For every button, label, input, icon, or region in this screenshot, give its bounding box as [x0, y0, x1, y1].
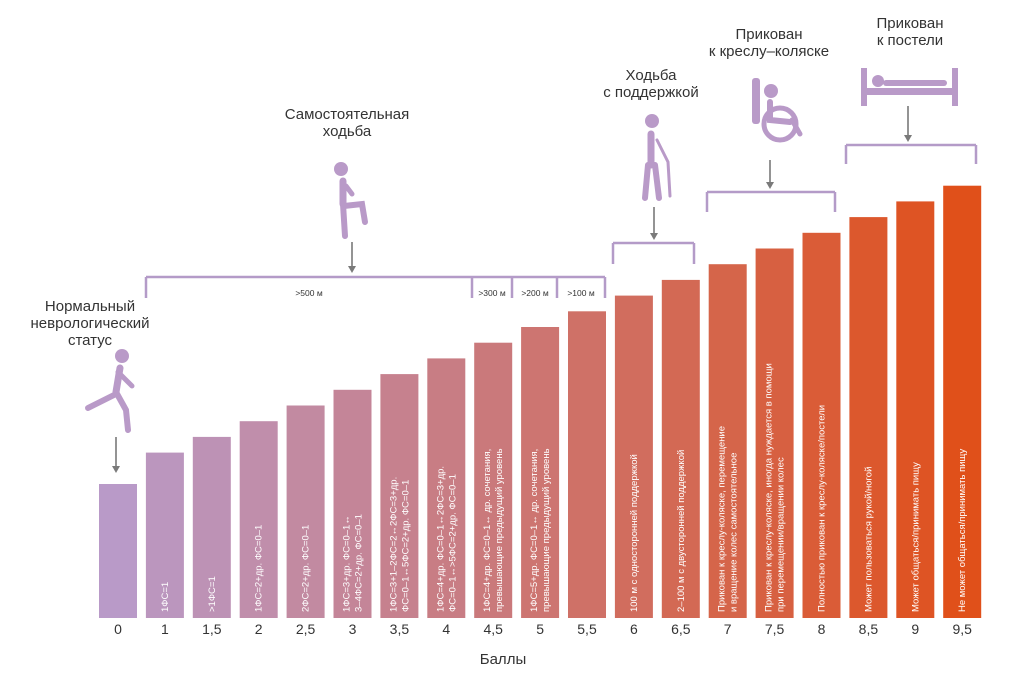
- bar-9: [896, 201, 935, 618]
- x-tick-label: 5: [536, 621, 544, 637]
- arrow-head: [904, 135, 912, 142]
- bar-description-label: 100 м с односторонней поддержкой: [629, 454, 640, 612]
- x-tick-label: 4,5: [483, 621, 503, 637]
- bar-description-label: 1ФС=3+1–2ФС=2↔2ФС=3+др.: [388, 477, 399, 612]
- bar-description-label: Прикован к креслу-коляске, перемещение: [717, 426, 728, 612]
- bar-5: [521, 327, 560, 618]
- bar-description-label: 1ФС=3+др. ФС=0–1↔: [342, 515, 353, 612]
- x-tick-label: 9,5: [952, 621, 972, 637]
- bar-description-label: превышающие предыдущий уровень: [494, 448, 505, 612]
- walking-person-icon: [334, 162, 368, 239]
- x-tick-label: 8,5: [859, 621, 879, 637]
- x-tick-label: 2: [255, 621, 263, 637]
- bar-1: [145, 452, 184, 618]
- x-tick-label: 1: [161, 621, 169, 637]
- x-tick-label: 9: [911, 621, 919, 637]
- bar-7,5: [755, 248, 794, 618]
- bar-description-label: 2ФС=2+др. ФС=0–1: [301, 525, 312, 612]
- bar-4: [427, 358, 466, 618]
- bed-icon: [861, 68, 958, 106]
- annotations-group: Нормальный неврологический статус Самостоят…: [30, 15, 943, 349]
- wheelchair-icon: [752, 78, 803, 143]
- bar-2: [239, 421, 278, 618]
- category-annotation: Нормальный неврологический статус: [30, 298, 149, 349]
- x-tick-label: 3,5: [390, 621, 410, 637]
- bar-8: [802, 232, 841, 619]
- bar-description-label: 3–4ФС=2+др. ФС=0–1: [354, 514, 365, 612]
- category-annotation: Ходьба с поддержкой: [603, 67, 698, 101]
- x-tick-label: 4: [442, 621, 450, 637]
- category-annotation: Прикован к постели: [876, 15, 943, 49]
- x-tick-label: 6,5: [671, 621, 691, 637]
- x-tick-label: 2,5: [296, 621, 316, 637]
- bar-6,5: [661, 279, 700, 618]
- bar-description-label: 1ФС=2+др. ФС=0–1: [254, 525, 265, 612]
- distance-label: >100 м: [567, 288, 595, 298]
- icons-group: [85, 68, 958, 433]
- bar-description-label: 2–100 м с двусторонней поддержкой: [676, 450, 687, 612]
- bar-description-label: 1ФС=4+др. ФС=0–1↔ др. сочетания,: [482, 449, 493, 612]
- x-tick-label: 7: [724, 621, 732, 637]
- distance-label: >500 м: [295, 288, 323, 298]
- arrow-head: [348, 266, 356, 273]
- bar-description-label: ФС=0–1↔5ФС=2+др. ФС=0–1: [400, 480, 411, 612]
- bars-group: [99, 185, 982, 619]
- x-tick-label: 3: [349, 621, 357, 637]
- arrow-head: [766, 182, 774, 189]
- bar-labels-group: 1ФС=1 >1ФС=1 1ФС=2+др. ФС=0–1 2ФС=2+др. ФС=…: [160, 363, 968, 612]
- distance-label: >300 м: [478, 288, 506, 298]
- bar-9,5: [943, 185, 982, 618]
- bar-3,5: [380, 374, 419, 618]
- bar-description-label: 1ФС=1: [160, 582, 171, 612]
- bar-8,5: [849, 217, 888, 618]
- bar-description-label: Прикован к креслу-коляске, иногда нуждае…: [764, 363, 775, 612]
- x-axis-label: Баллы: [480, 651, 526, 668]
- bar-description-label: Может общаться/принимать пищу: [910, 462, 921, 612]
- bar-4,5: [474, 342, 513, 618]
- bar-description-label: и вращение колес самостоятельное: [729, 453, 740, 612]
- x-tick-label: 7,5: [765, 621, 785, 637]
- x-tick-label: 8: [818, 621, 826, 637]
- x-tick-label: 1,5: [202, 621, 222, 637]
- bar-description-label: Может пользоваться рукой/ногой: [863, 467, 874, 612]
- bar-description-label: >1ФС=1: [207, 576, 218, 612]
- bar-6: [614, 295, 653, 618]
- bar-1,5: [192, 436, 231, 618]
- bar-description-label: Не может общаться/принимать пищу: [957, 449, 968, 612]
- bar-description-label: Полностью прикован к креслу-коляске/пост…: [817, 405, 828, 612]
- arrow-head: [112, 466, 120, 473]
- x-ticks-group: 0 1 1,5 2 2,5 3 3,5 4 4,5 5 5,5 6 6,5 7 7,5 8 8,5 9 9,5: [114, 621, 972, 637]
- category-annotation: Прикован к креслу–коляске: [709, 26, 829, 60]
- x-tick-label: 0: [114, 621, 122, 637]
- bar-description-label: превышающие предыдущий уровень: [541, 448, 552, 612]
- bar-description-label: 1ФС=4+др. ФС=0–1↔2ФС=3+др.: [435, 466, 446, 612]
- bar-3: [333, 389, 372, 618]
- bar-5,5: [568, 311, 606, 618]
- brackets-group: >500 м >300 м >200 м >100 м: [112, 106, 978, 473]
- bar-description-label: ФС=0–1↔>5ФС=2+др. ФС=0–1: [447, 474, 458, 612]
- x-tick-label: 5,5: [577, 621, 597, 637]
- bar-0: [99, 484, 137, 618]
- distance-label: >200 м: [521, 288, 549, 298]
- bar-2,5: [286, 405, 325, 618]
- person-with-cane-icon: [642, 114, 672, 201]
- bar-description-label: 1ФС=5+др. ФС=0–1↔ др. сочетания,: [529, 449, 540, 612]
- x-tick-label: 6: [630, 621, 638, 637]
- bar-7: [708, 264, 747, 618]
- running-person-icon: [85, 349, 135, 433]
- category-annotation: Самостоятельная ходьба: [285, 106, 410, 140]
- arrow-head: [650, 233, 658, 240]
- bar-description-label: при перемещении/вращении колес: [776, 457, 787, 612]
